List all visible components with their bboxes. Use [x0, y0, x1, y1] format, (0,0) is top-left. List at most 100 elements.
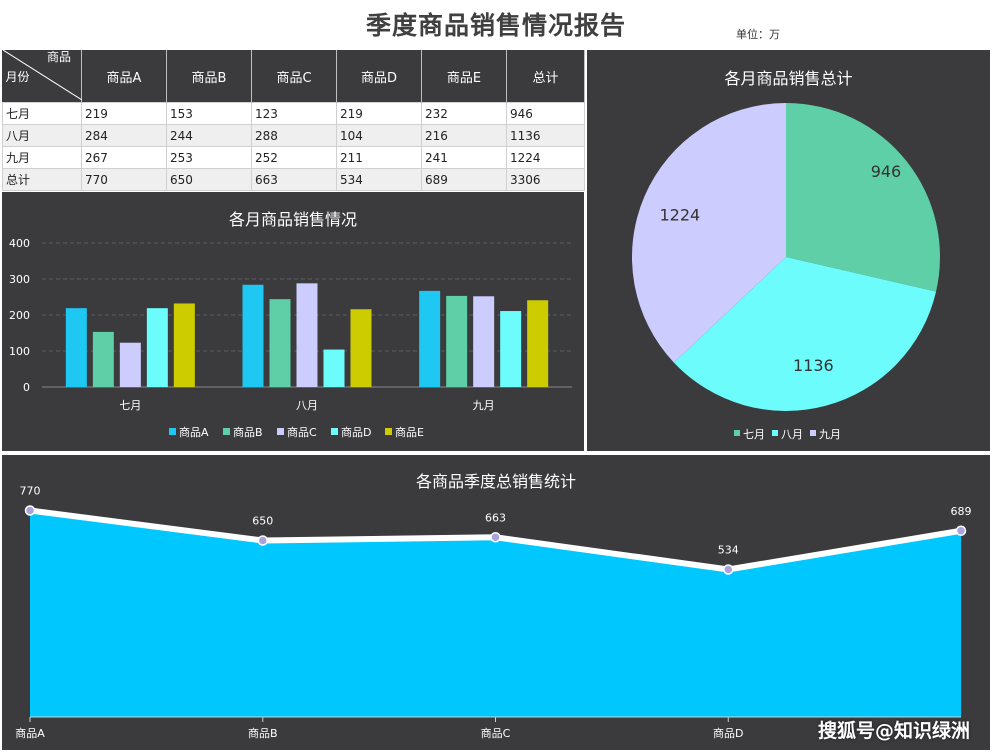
row-label: 总计	[2, 168, 82, 191]
table-cell: 689	[421, 168, 507, 191]
bar	[242, 284, 264, 387]
area-value-label: 689	[951, 505, 972, 518]
row-label: 七月	[2, 102, 82, 125]
table-cell: 216	[421, 124, 507, 147]
table-cell: 3306	[506, 168, 585, 191]
area-x-tick-label: 商品C	[481, 726, 511, 740]
table-cell: 244	[166, 124, 252, 147]
bar	[350, 309, 372, 387]
table-row: 七月 219 153 123 219 232 946	[2, 102, 585, 125]
table-cell: 153	[166, 102, 252, 125]
bar	[296, 283, 318, 387]
bar	[473, 296, 495, 387]
table-cell: 252	[251, 146, 337, 169]
table-row: 总计 770 650 663 534 689 3306	[2, 168, 585, 191]
bar-x-tick-label: 八月	[296, 399, 318, 412]
pie-slice	[632, 102, 786, 363]
area-point	[257, 535, 268, 546]
pie-slice	[786, 103, 940, 292]
pie-value-label: 1224	[660, 205, 701, 224]
area-value-label: 650	[252, 515, 273, 528]
legend-swatch	[385, 428, 392, 435]
header-product-d: 商品D	[336, 50, 422, 103]
report-title: 季度商品销售情况报告	[365, 11, 626, 40]
pie-slice	[673, 257, 937, 412]
table-cell: 1136	[506, 124, 585, 147]
unit-label: 单位：万	[736, 28, 780, 41]
row-label: 九月	[2, 146, 82, 169]
bar	[500, 311, 522, 387]
table-cell: 284	[81, 124, 167, 147]
pie-value-label: 946	[871, 162, 902, 181]
bar-x-tick-label: 七月	[119, 399, 141, 412]
legend-label: 八月	[781, 428, 803, 441]
table-cell: 770	[81, 168, 167, 191]
legend-label: 商品E	[395, 425, 424, 439]
table-header-row: 商品 月份 商品A 商品B 商品C 商品D 商品E 总计	[2, 50, 585, 103]
header-product-a: 商品A	[81, 50, 167, 103]
table-cell: 267	[81, 146, 167, 169]
bar-y-tick-label: 100	[9, 345, 30, 358]
table-cell: 663	[251, 168, 337, 191]
header-product-c: 商品C	[251, 50, 337, 103]
table-row: 九月 267 253 252 211 241 1224	[2, 146, 585, 169]
area-x-tick-label: 商品A	[15, 726, 45, 740]
bar	[269, 299, 291, 387]
header-total: 总计	[506, 50, 585, 103]
area-value-label: 770	[20, 485, 41, 498]
bar-y-tick-label: 0	[23, 381, 30, 394]
area-chart-panel: 各商品季度总销售统计 770 商品A 650 商品B 663 商品C 534 商品D 689	[2, 455, 990, 750]
table-cell: 1224	[506, 146, 585, 169]
area-point	[490, 532, 501, 543]
table-cell: 232	[421, 102, 507, 125]
table-corner-cell: 商品 月份	[2, 50, 82, 103]
bar	[323, 349, 345, 387]
pie-chart: 946 1136 1224 七月 八月 九月	[632, 102, 940, 441]
table-cell: 123	[251, 102, 337, 125]
table-cell: 253	[166, 146, 252, 169]
header-product-b: 商品B	[166, 50, 252, 103]
legend-swatch	[331, 428, 338, 435]
area-point	[723, 564, 734, 575]
pie-chart-title: 各月商品销售总计	[724, 69, 853, 88]
bar	[146, 308, 168, 387]
bar	[419, 290, 441, 387]
legend-swatch	[810, 430, 816, 436]
area-point	[24, 505, 36, 516]
legend-label: 商品A	[179, 425, 209, 439]
sales-table: 商品 月份 商品A 商品B 商品C 商品D 商品E 总计 七月 219 153 …	[2, 50, 585, 191]
bar-y-tick-label: 300	[9, 273, 30, 286]
legend-label: 七月	[743, 428, 765, 441]
bar-y-tick-label: 200	[9, 309, 30, 322]
legend-label: 九月	[819, 428, 841, 441]
pie-value-label: 1136	[793, 356, 834, 375]
legend-swatch	[734, 430, 740, 436]
legend-label: 商品D	[341, 425, 371, 439]
row-label: 八月	[2, 124, 82, 147]
legend-swatch	[277, 428, 284, 435]
legend-label: 商品C	[287, 425, 317, 439]
table-cell: 241	[421, 146, 507, 169]
bar	[527, 300, 549, 387]
corner-diagonal	[2, 50, 82, 100]
area-chart: 770 商品A 650 商品B 663 商品C 534 商品D 689	[15, 485, 972, 741]
bar-y-tick-label: 400	[9, 237, 30, 250]
area-x-tick-label: 商品B	[248, 726, 278, 740]
table-row: 八月 284 244 288 104 216 1136	[2, 124, 585, 147]
legend-swatch	[169, 428, 176, 435]
bar	[92, 331, 114, 387]
area-fill	[30, 510, 961, 717]
area-point	[955, 525, 967, 536]
pie-chart-panel: 各月商品销售总计 946 1136 1224 七月 八月 九月	[587, 50, 990, 451]
legend-label: 商品B	[233, 425, 263, 439]
header-product-e: 商品E	[421, 50, 507, 103]
table-cell: 219	[336, 102, 422, 125]
bar	[119, 342, 141, 387]
bar	[65, 308, 87, 387]
table-cell: 288	[251, 124, 337, 147]
bar	[173, 303, 195, 387]
bar-chart-title: 各月商品销售情况	[228, 210, 357, 229]
area-chart-title: 各商品季度总销售统计	[415, 472, 576, 491]
table-cell: 219	[81, 102, 167, 125]
